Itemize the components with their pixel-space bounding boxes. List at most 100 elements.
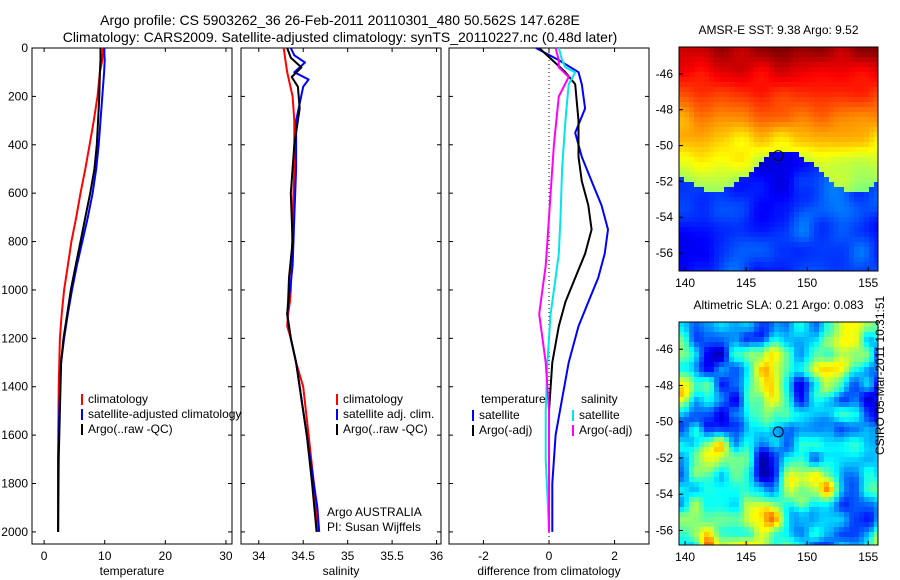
- sla_map-cell: [699, 482, 705, 488]
- sla_map-cell: [874, 387, 878, 393]
- sla_map-cell: [864, 327, 870, 333]
- sst_map-cell: [874, 117, 878, 123]
- sst_map-cell: [819, 202, 825, 208]
- sst_map-cell: [804, 112, 810, 118]
- sla_map-cell: [749, 407, 755, 413]
- sst_map-ytick-label: -48: [656, 103, 674, 117]
- sla_map-cell: [864, 412, 870, 418]
- sla_map-cell: [694, 352, 700, 358]
- sla_map-cell: [719, 347, 725, 353]
- sla_map-cell: [679, 402, 685, 408]
- sla_map-cell: [864, 497, 870, 503]
- sla_map-cell: [799, 442, 805, 448]
- salinity-legend-label: satellite adj. clim.: [343, 407, 434, 421]
- sst_map-cell: [719, 102, 725, 108]
- sst_map-cell: [804, 187, 810, 193]
- sla_map-cell: [719, 412, 725, 418]
- sst_map-cell: [679, 192, 685, 198]
- sla_map-cell: [749, 502, 755, 508]
- salinity-annotation: PI: Susan Wijffels: [327, 520, 421, 534]
- sla_map-cell: [849, 507, 855, 513]
- sst_map-cell: [794, 217, 800, 223]
- sst_map-cell: [764, 62, 770, 68]
- sla_map-cell: [854, 432, 860, 438]
- sst_map-cell: [729, 232, 735, 238]
- sst_map-cell: [789, 67, 795, 73]
- sst_map-cell: [859, 92, 865, 98]
- sla_map-cell: [874, 417, 878, 423]
- sst_map-cell: [679, 207, 685, 213]
- sst_map-cell: [794, 47, 800, 53]
- sla_map-cell: [784, 527, 790, 533]
- sst_map-cell: [874, 47, 878, 53]
- sst_map-cell: [774, 87, 780, 93]
- sla_map-cell: [784, 472, 790, 478]
- sla_map-cell: [744, 412, 750, 418]
- sla_map-cell: [759, 482, 765, 488]
- sst_map-cell: [739, 77, 745, 83]
- sst_map-cell: [684, 137, 690, 143]
- sst_map-cell: [739, 237, 745, 243]
- sla_map-cell: [849, 497, 855, 503]
- sla_map-cell: [754, 337, 760, 343]
- sla_map-cell: [809, 512, 815, 518]
- sst_map-cell: [729, 72, 735, 78]
- sla_map-cell: [854, 507, 860, 513]
- sst_map-cell: [679, 127, 685, 133]
- sst_map-cell: [749, 102, 755, 108]
- sla_map-cell: [809, 387, 815, 393]
- sst_map-cell: [749, 232, 755, 238]
- sst_map-cell: [864, 202, 870, 208]
- sla_map-cell: [739, 492, 745, 498]
- sla_map-cell: [684, 447, 690, 453]
- sla_map-cell: [849, 382, 855, 388]
- sst_map-cell: [784, 127, 790, 133]
- sst_map-cell: [724, 152, 730, 158]
- sst_map-cell: [729, 182, 735, 188]
- sst_map-cell: [844, 192, 850, 198]
- sla_map-cell: [869, 502, 875, 508]
- sst_map-cell: [734, 137, 740, 143]
- sla_map-cell: [679, 442, 685, 448]
- sst_map-cell: [729, 132, 735, 138]
- sst_map-cell: [804, 247, 810, 253]
- sla_map-cell: [874, 487, 878, 493]
- sla_map-cell: [829, 357, 835, 363]
- sst_map-cell: [834, 257, 840, 263]
- sst_map-cell: [809, 137, 815, 143]
- sla_map-cell: [804, 322, 810, 328]
- sla_map-cell: [799, 432, 805, 438]
- sla_map-cell: [679, 432, 685, 438]
- sla_map-cell: [704, 422, 710, 428]
- sst_map-cell: [829, 67, 835, 73]
- sst_map-cell: [779, 87, 785, 93]
- sst_map-cell: [854, 252, 860, 258]
- sla_map-cell: [734, 517, 740, 523]
- sla_map-cell: [874, 322, 878, 328]
- sst_map-cell: [769, 162, 775, 168]
- sla_map-cell: [744, 347, 750, 353]
- sla_map-cell: [764, 522, 770, 528]
- sst_map-cell: [804, 57, 810, 63]
- sla_map-cell: [749, 452, 755, 458]
- sla_map-cell: [704, 322, 710, 328]
- sla_map-cell: [729, 387, 735, 393]
- sst_map-cell: [699, 97, 705, 103]
- sst_map-cell: [679, 217, 685, 223]
- sla_map-cell: [699, 407, 705, 413]
- sst_map-cell: [844, 87, 850, 93]
- sla_map-cell: [794, 472, 800, 478]
- sla_map-cell: [874, 397, 878, 403]
- sst_map-cell: [869, 177, 875, 183]
- sst_map-cell: [824, 97, 830, 103]
- sst_map-cell: [844, 127, 850, 133]
- sla_map-cell: [804, 347, 810, 353]
- sla_map-cell: [824, 502, 830, 508]
- sla_map-cell: [764, 327, 770, 333]
- sla_map-cell: [709, 347, 715, 353]
- sla_map-cell: [714, 457, 720, 463]
- sla_map-cell: [714, 452, 720, 458]
- sst_map-cell: [679, 252, 685, 258]
- sla_map-cell: [754, 377, 760, 383]
- sla_map-cell: [834, 457, 840, 463]
